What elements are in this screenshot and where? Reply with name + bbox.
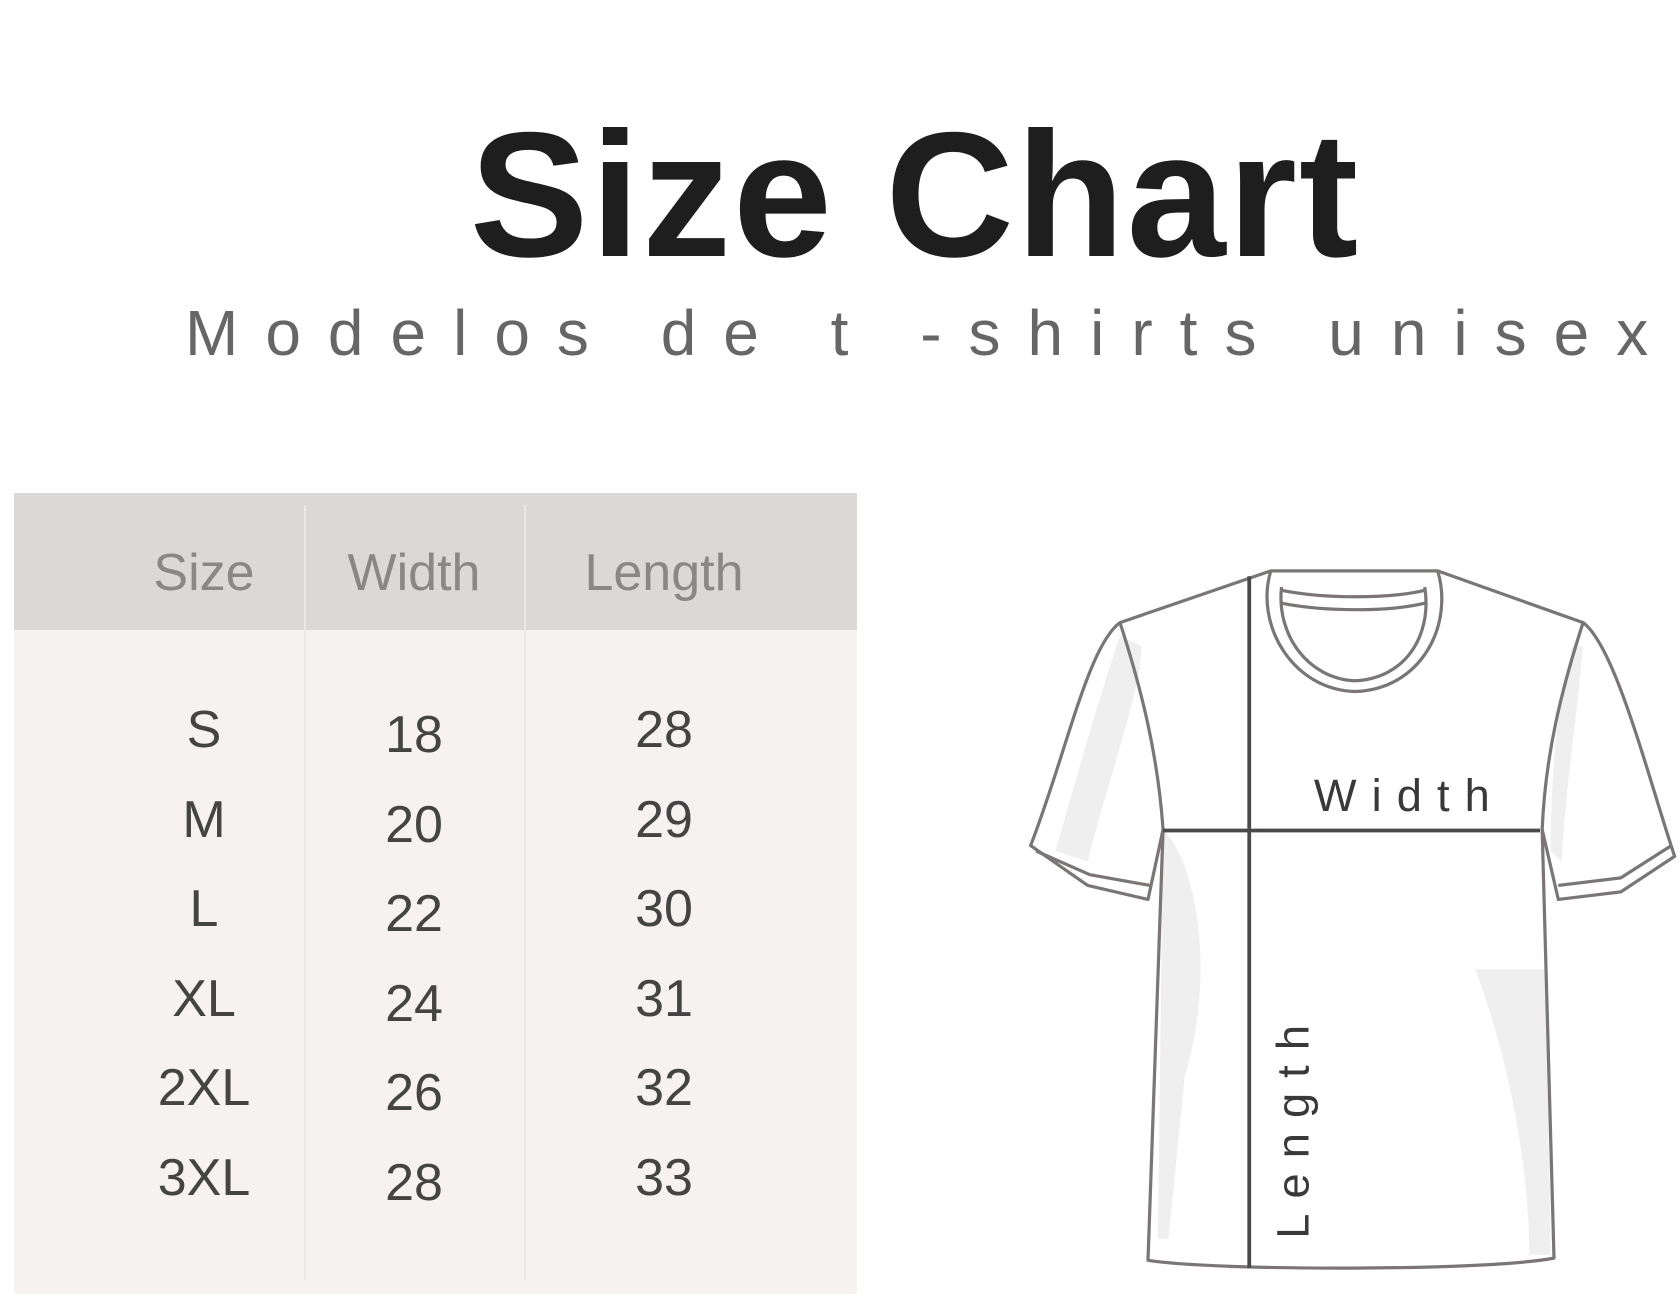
size-table: Size Width Length S 18 28 M 20 29 L 22 30 XL 24 31 2XL… (14, 493, 857, 1294)
table-cell: 31 (635, 969, 693, 1028)
table-cell: M (182, 790, 226, 849)
shirt-outline (1029, 569, 1677, 1270)
column-divider (304, 505, 306, 1280)
table-cell: 3XL (157, 1149, 251, 1207)
measure-lines (1163, 576, 1540, 1268)
table-cell: S (186, 701, 222, 759)
column-divider (524, 505, 526, 1280)
table-cell: 29 (635, 790, 693, 849)
table-cell: 2XL (157, 1059, 251, 1118)
column-header: Size (153, 544, 255, 602)
table-cell: 24 (385, 974, 443, 1033)
length-label: Length (1267, 1010, 1318, 1239)
table-cell: 20 (385, 795, 443, 854)
table-cell: 22 (385, 885, 443, 944)
column-header: Width (347, 544, 481, 602)
table-cell: L (189, 880, 219, 939)
table-cell: 26 (385, 1064, 443, 1123)
shirt-shading (1055, 635, 1584, 1255)
table-cell: 28 (385, 1154, 443, 1212)
table-cell: 30 (635, 880, 693, 939)
table-cell: 28 (635, 701, 693, 759)
width-label: Width (1314, 770, 1505, 821)
page-title: Size Chart (469, 95, 1361, 294)
table-cell: 18 (385, 706, 443, 764)
column-header: Length (584, 544, 744, 602)
table-cell: 33 (635, 1149, 693, 1207)
table-cell: XL (172, 969, 236, 1028)
table-header: Size Width Length (14, 493, 857, 630)
page-subtitle: Modelos de t -shirts unisex (185, 297, 1676, 369)
table-cell: 32 (635, 1059, 693, 1118)
